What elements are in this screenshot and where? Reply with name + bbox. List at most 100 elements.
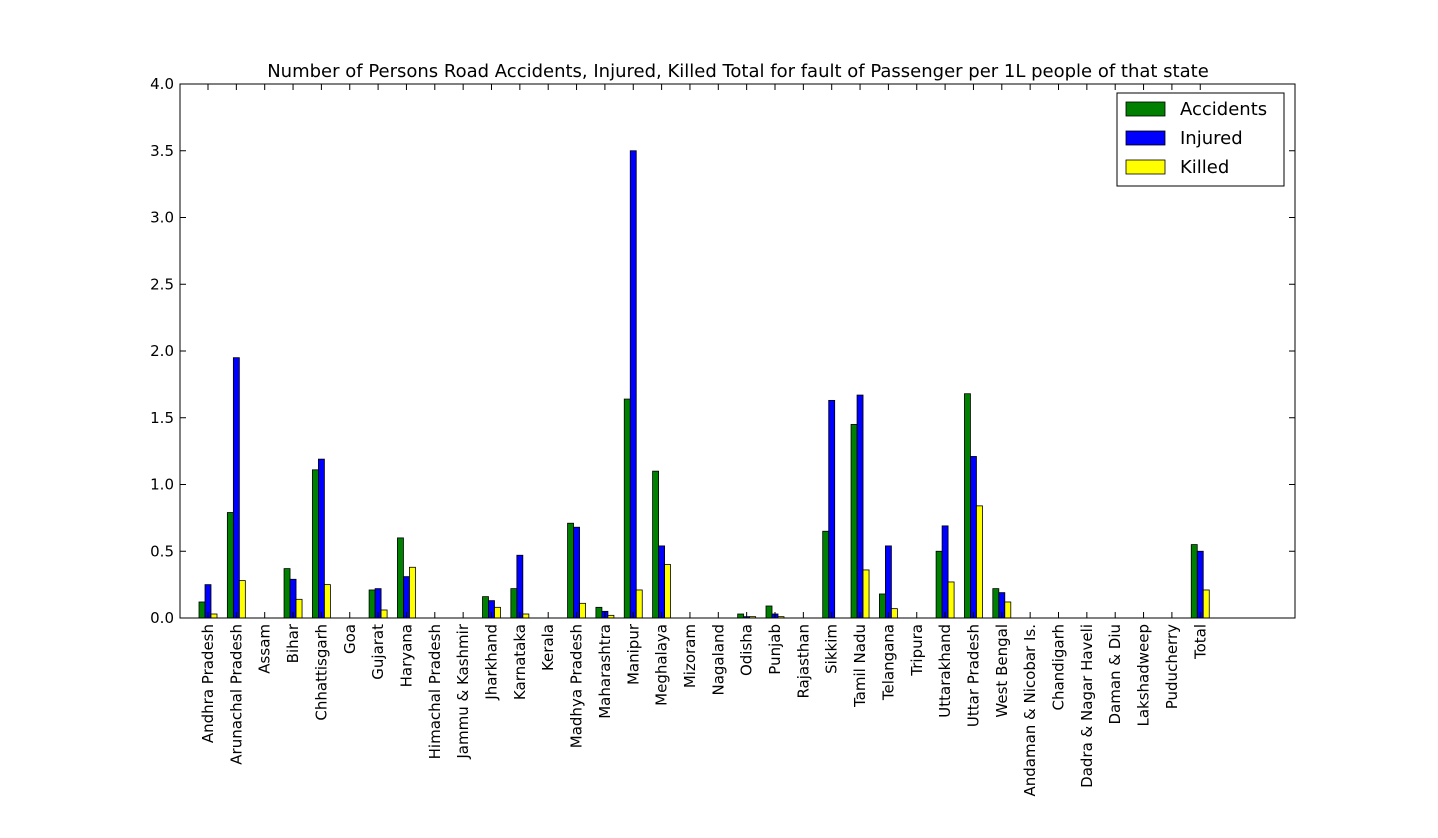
- x-tick-label-6: Gujarat: [369, 624, 387, 680]
- bar-killed-35: [1202, 589, 1210, 619]
- x-tick-label-8: Himachal Pradesh: [426, 624, 444, 759]
- y-tick-label-3: 1.5: [150, 409, 174, 427]
- bar-killed-3: [295, 598, 303, 619]
- bar-accidents-0: [198, 601, 206, 619]
- bar-killed-28: [1004, 601, 1012, 619]
- x-tick-label-33: Lakshadweep: [1135, 624, 1153, 727]
- x-tick-label-19: Odisha: [738, 624, 756, 676]
- bar-accidents-20: [765, 605, 773, 619]
- bars-group: [198, 150, 1210, 619]
- bar-killed-16: [664, 564, 671, 619]
- x-tick-label-9: Jammu & Kashmir: [454, 623, 472, 759]
- x-tick-label-32: Daman & Diu: [1106, 624, 1124, 725]
- bar-accidents-28: [992, 588, 1000, 619]
- bar-injured-22: [828, 399, 836, 619]
- y-tick-label-5: 2.5: [150, 275, 174, 293]
- x-tick-label-28: West Bengal: [993, 624, 1011, 718]
- bar-killed-1: [238, 580, 246, 619]
- x-tick-label-3: Bihar: [284, 623, 302, 663]
- bar-accidents-27: [964, 393, 971, 619]
- bar-accidents-23: [850, 424, 858, 619]
- bar-killed-27: [976, 505, 983, 619]
- x-tick-label-34: Puducherry: [1163, 624, 1181, 709]
- legend-label-accidents: Accidents: [1180, 99, 1267, 120]
- y-tick-label-7: 3.5: [150, 142, 174, 160]
- bar-injured-13: [573, 526, 580, 619]
- bar-injured-4: [317, 458, 325, 619]
- bar-injured-27: [970, 456, 977, 619]
- x-tick-label-5: Goa: [341, 624, 359, 654]
- bar-accidents-11: [510, 588, 518, 619]
- x-tick-label-10: Jharkhand: [483, 624, 501, 701]
- y-axis: 0.0 0.5 1.0 1.5 2.0 2.5 3.0 3.5 4.0: [150, 75, 1295, 627]
- bar-killed-10: [494, 606, 501, 619]
- bar-accidents-14: [595, 606, 603, 619]
- bar-injured-35: [1196, 550, 1204, 619]
- x-tick-label-11: Karnataka: [511, 624, 529, 700]
- bar-killed-23: [862, 569, 870, 619]
- y-tick-label-6: 3.0: [150, 209, 174, 227]
- bar-injured-15: [629, 150, 637, 619]
- bar-killed-13: [579, 602, 586, 619]
- x-tick-label-21: Rajasthan: [794, 624, 812, 699]
- x-tick-label-18: Nagaland: [709, 624, 727, 696]
- x-tick-label-26: Uttarakhand: [936, 624, 954, 718]
- bar-killed-26: [947, 581, 955, 619]
- bar-killed-0: [210, 613, 218, 619]
- legend-label-killed: Killed: [1180, 157, 1229, 178]
- x-tick-label-25: Tripura: [908, 624, 926, 677]
- x-tick-label-12: Kerala: [539, 624, 557, 671]
- legend-label-injured: Injured: [1180, 128, 1243, 149]
- bar-accidents-24: [879, 593, 886, 619]
- bar-accidents-19: [737, 613, 745, 619]
- bar-accidents-10: [482, 596, 489, 619]
- x-tick-label-4: Chhattisgarh: [312, 624, 330, 721]
- x-tick-label-0: Andhra Pradesh: [199, 624, 217, 743]
- bar-killed-11: [522, 613, 530, 619]
- bar-accidents-16: [652, 470, 659, 619]
- legend-swatch-killed: [1125, 159, 1166, 175]
- bar-killed-15: [635, 589, 643, 619]
- x-tick-label-30: Chandigarh: [1050, 624, 1068, 711]
- y-tick-label-0: 0.0: [150, 609, 174, 627]
- y-tick-label-1: 0.5: [150, 542, 174, 560]
- bar-accidents-35: [1190, 544, 1198, 619]
- x-tick-label-7: Haryana: [397, 624, 415, 687]
- x-tick-label-15: Manipur: [624, 623, 642, 685]
- x-tick-label-29: Andaman & Nicobar Is.: [1021, 624, 1039, 797]
- x-tick-label-35: Total: [1191, 624, 1209, 660]
- bar-injured-23: [856, 394, 864, 619]
- x-tick-label-17: Mizoram: [681, 624, 699, 688]
- bar-injured-11: [516, 554, 524, 619]
- y-tick-label-2: 1.0: [150, 476, 174, 494]
- bar-accidents-22: [822, 530, 830, 619]
- bar-accidents-26: [935, 550, 943, 619]
- legend: Accidents Injured Killed: [1116, 92, 1285, 187]
- bar-killed-4: [323, 584, 331, 619]
- bar-accidents-4: [311, 469, 319, 619]
- x-tick-label-22: Sikkim: [823, 624, 841, 674]
- chart-title: Number of Persons Road Accidents, Injure…: [267, 61, 1209, 82]
- bar-accidents-15: [623, 398, 631, 619]
- bar-accidents-3: [283, 568, 291, 619]
- x-tick-label-1: Arunachal Pradesh: [227, 624, 245, 765]
- bar-injured-7: [403, 576, 410, 619]
- bar-accidents-13: [567, 522, 574, 619]
- bar-injured-1: [232, 357, 240, 619]
- x-tick-label-27: Uttar Pradesh: [964, 624, 982, 727]
- bar-accidents-7: [397, 537, 404, 619]
- legend-swatch-injured: [1125, 130, 1166, 146]
- x-tick-label-31: Dadra & Nagar Haveli: [1078, 624, 1096, 788]
- x-tick-label-14: Maharashtra: [596, 624, 614, 719]
- x-tick-label-13: Madhya Pradesh: [568, 624, 586, 748]
- bar-killed-24: [891, 608, 898, 619]
- x-tick-label-24: Telangana: [879, 624, 897, 701]
- x-tick-label-23: Tamil Nadu: [851, 624, 869, 708]
- bar-injured-24: [885, 545, 892, 619]
- bar-injured-26: [941, 525, 949, 619]
- y-tick-label-4: 2.0: [150, 342, 174, 360]
- bar-killed-7: [409, 566, 416, 619]
- x-tick-label-2: Assam: [256, 624, 274, 674]
- x-axis: Andhra Pradesh Arunachal Pradesh Assam Biha…: [199, 84, 1209, 797]
